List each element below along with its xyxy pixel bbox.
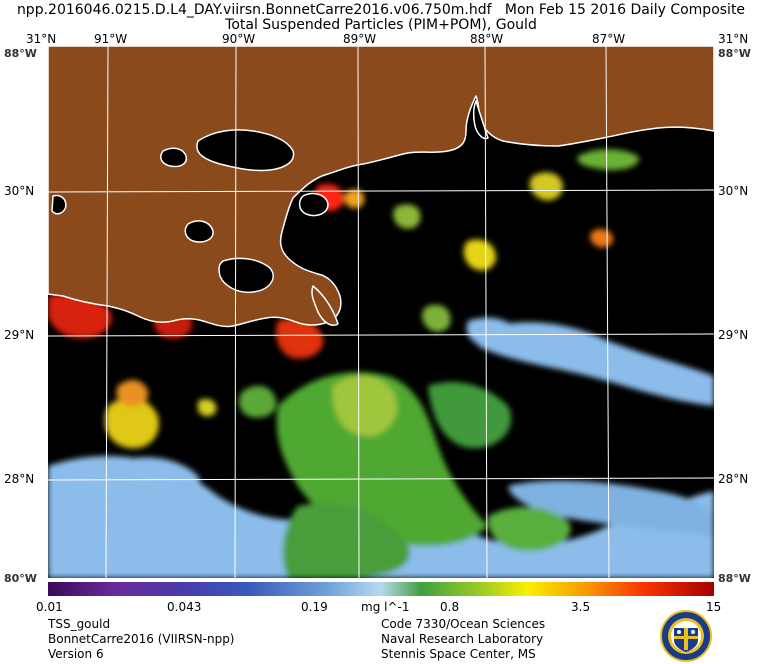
plume-green-ne [577, 149, 639, 171]
org-code: Code 7330/Ocean Sciences [381, 617, 546, 631]
plume-lightgreen-core [332, 375, 397, 437]
plume-green-n1 [393, 204, 421, 229]
plume-lightblue-east [478, 322, 714, 406]
corner-label-bottom-right: 88°W [718, 572, 751, 585]
grid-lon-88w [484, 46, 488, 578]
colorbar-tick-35: 3.5 [571, 600, 591, 614]
lon-label-90w: 90°W [222, 32, 256, 46]
sediment-plumes [48, 149, 714, 578]
plume-red-delta [275, 318, 324, 359]
corner-label-top-left: 88°W [4, 47, 37, 60]
plume-yellow-center [198, 399, 217, 417]
version-label: Version 6 [48, 647, 104, 661]
grid-lat-28n [48, 477, 714, 481]
lake-maurepas [160, 147, 188, 168]
corner-label-bottom-left: 80°W [4, 572, 37, 585]
land-louisiana-mississippi [48, 46, 714, 328]
plume-green-n2 [422, 304, 451, 332]
plume-blue-west-bottom [48, 502, 141, 572]
plume-yellow-north [463, 239, 496, 271]
plume-green-main [276, 372, 488, 546]
grid-lat-30n [48, 189, 714, 193]
plume-green-mid [428, 382, 512, 449]
lat-label-29n-left: 29°N [4, 328, 35, 342]
lat-label-28n-left: 28°N [4, 472, 35, 486]
colorbar-tick-019: 0.19 [301, 600, 328, 614]
grid-lon-89w [357, 46, 360, 578]
plume-green-east-south [487, 506, 571, 551]
grid-lat-29n [48, 333, 714, 337]
footer-right: Code 7330/Ocean Sciences Naval Research … [381, 617, 545, 662]
lon-label-88w: 88°W [470, 32, 504, 46]
satellite-map [48, 46, 714, 578]
plume-yellow-west [104, 397, 159, 449]
barataria-bay [218, 257, 274, 294]
grid-lon-87w [605, 46, 610, 578]
lat-label-28n-right: 28°N [718, 472, 749, 486]
colorbar [48, 582, 714, 596]
lat-label-29n-right: 29°N [718, 328, 749, 342]
top-left-lat-label: 31°N [26, 32, 57, 46]
grid-lon-91w [105, 46, 109, 578]
colorbar-tick-0043: 0.043 [167, 600, 202, 614]
colorbar-tick-15: 15 [706, 600, 722, 614]
grid-lon-90w [234, 46, 237, 578]
org-name: Naval Research Laboratory [381, 632, 544, 646]
graticule [48, 46, 714, 578]
colorbar-gradient [48, 582, 714, 596]
plume-lightblue-west [107, 457, 201, 516]
colorbar-units: mg l^-1 [361, 600, 410, 614]
top-right-lat-label: 31°N [718, 32, 749, 46]
delta-finger-south [311, 285, 339, 326]
footer-left: TSS_gould BonnetCarre2016 (VIIRSN-npp) V… [48, 617, 235, 662]
plume-orange-delta [344, 189, 365, 209]
title-line-1: npp.2016046.0215.D.L4_DAY.viirsn.BonnetC… [16, 2, 746, 18]
product-name: TSS_gould [48, 617, 111, 631]
colorbar-tick-001: 0.01 [36, 600, 63, 614]
colorbar-tick-08: 0.8 [440, 600, 460, 614]
mobile-bay [472, 100, 489, 140]
lon-label-91w: 91°W [94, 32, 128, 46]
plume-green-center [238, 385, 277, 418]
title-line-2: Total Suspended Particles (PIM+POM), Gou… [225, 17, 537, 33]
landmass [48, 46, 714, 328]
plume-yellow-ne [529, 172, 563, 201]
lon-label-87w: 87°W [592, 32, 626, 46]
org-location: Stennis Space Center, MS [381, 647, 536, 661]
lat-label-30n-right: 30°N [718, 184, 749, 198]
plume-green-south [282, 503, 410, 578]
plume-orange-west [116, 379, 149, 407]
plume-lightblue-mid [466, 317, 519, 349]
nrl-seal-icon [660, 610, 712, 662]
corner-label-top-right: 88°W [718, 47, 751, 60]
lon-label-89w: 89°W [343, 32, 377, 46]
lake-pontchartrain [196, 129, 295, 172]
dataset-name: BonnetCarre2016 (VIIRSN-npp) [48, 632, 235, 646]
lake-west [51, 194, 67, 215]
lake-borgne [298, 192, 329, 217]
lake-salvador [184, 220, 214, 243]
lat-label-30n-left: 30°N [4, 184, 35, 198]
plume-lightblue-east2 [508, 480, 714, 536]
plume-red-west [48, 294, 112, 339]
